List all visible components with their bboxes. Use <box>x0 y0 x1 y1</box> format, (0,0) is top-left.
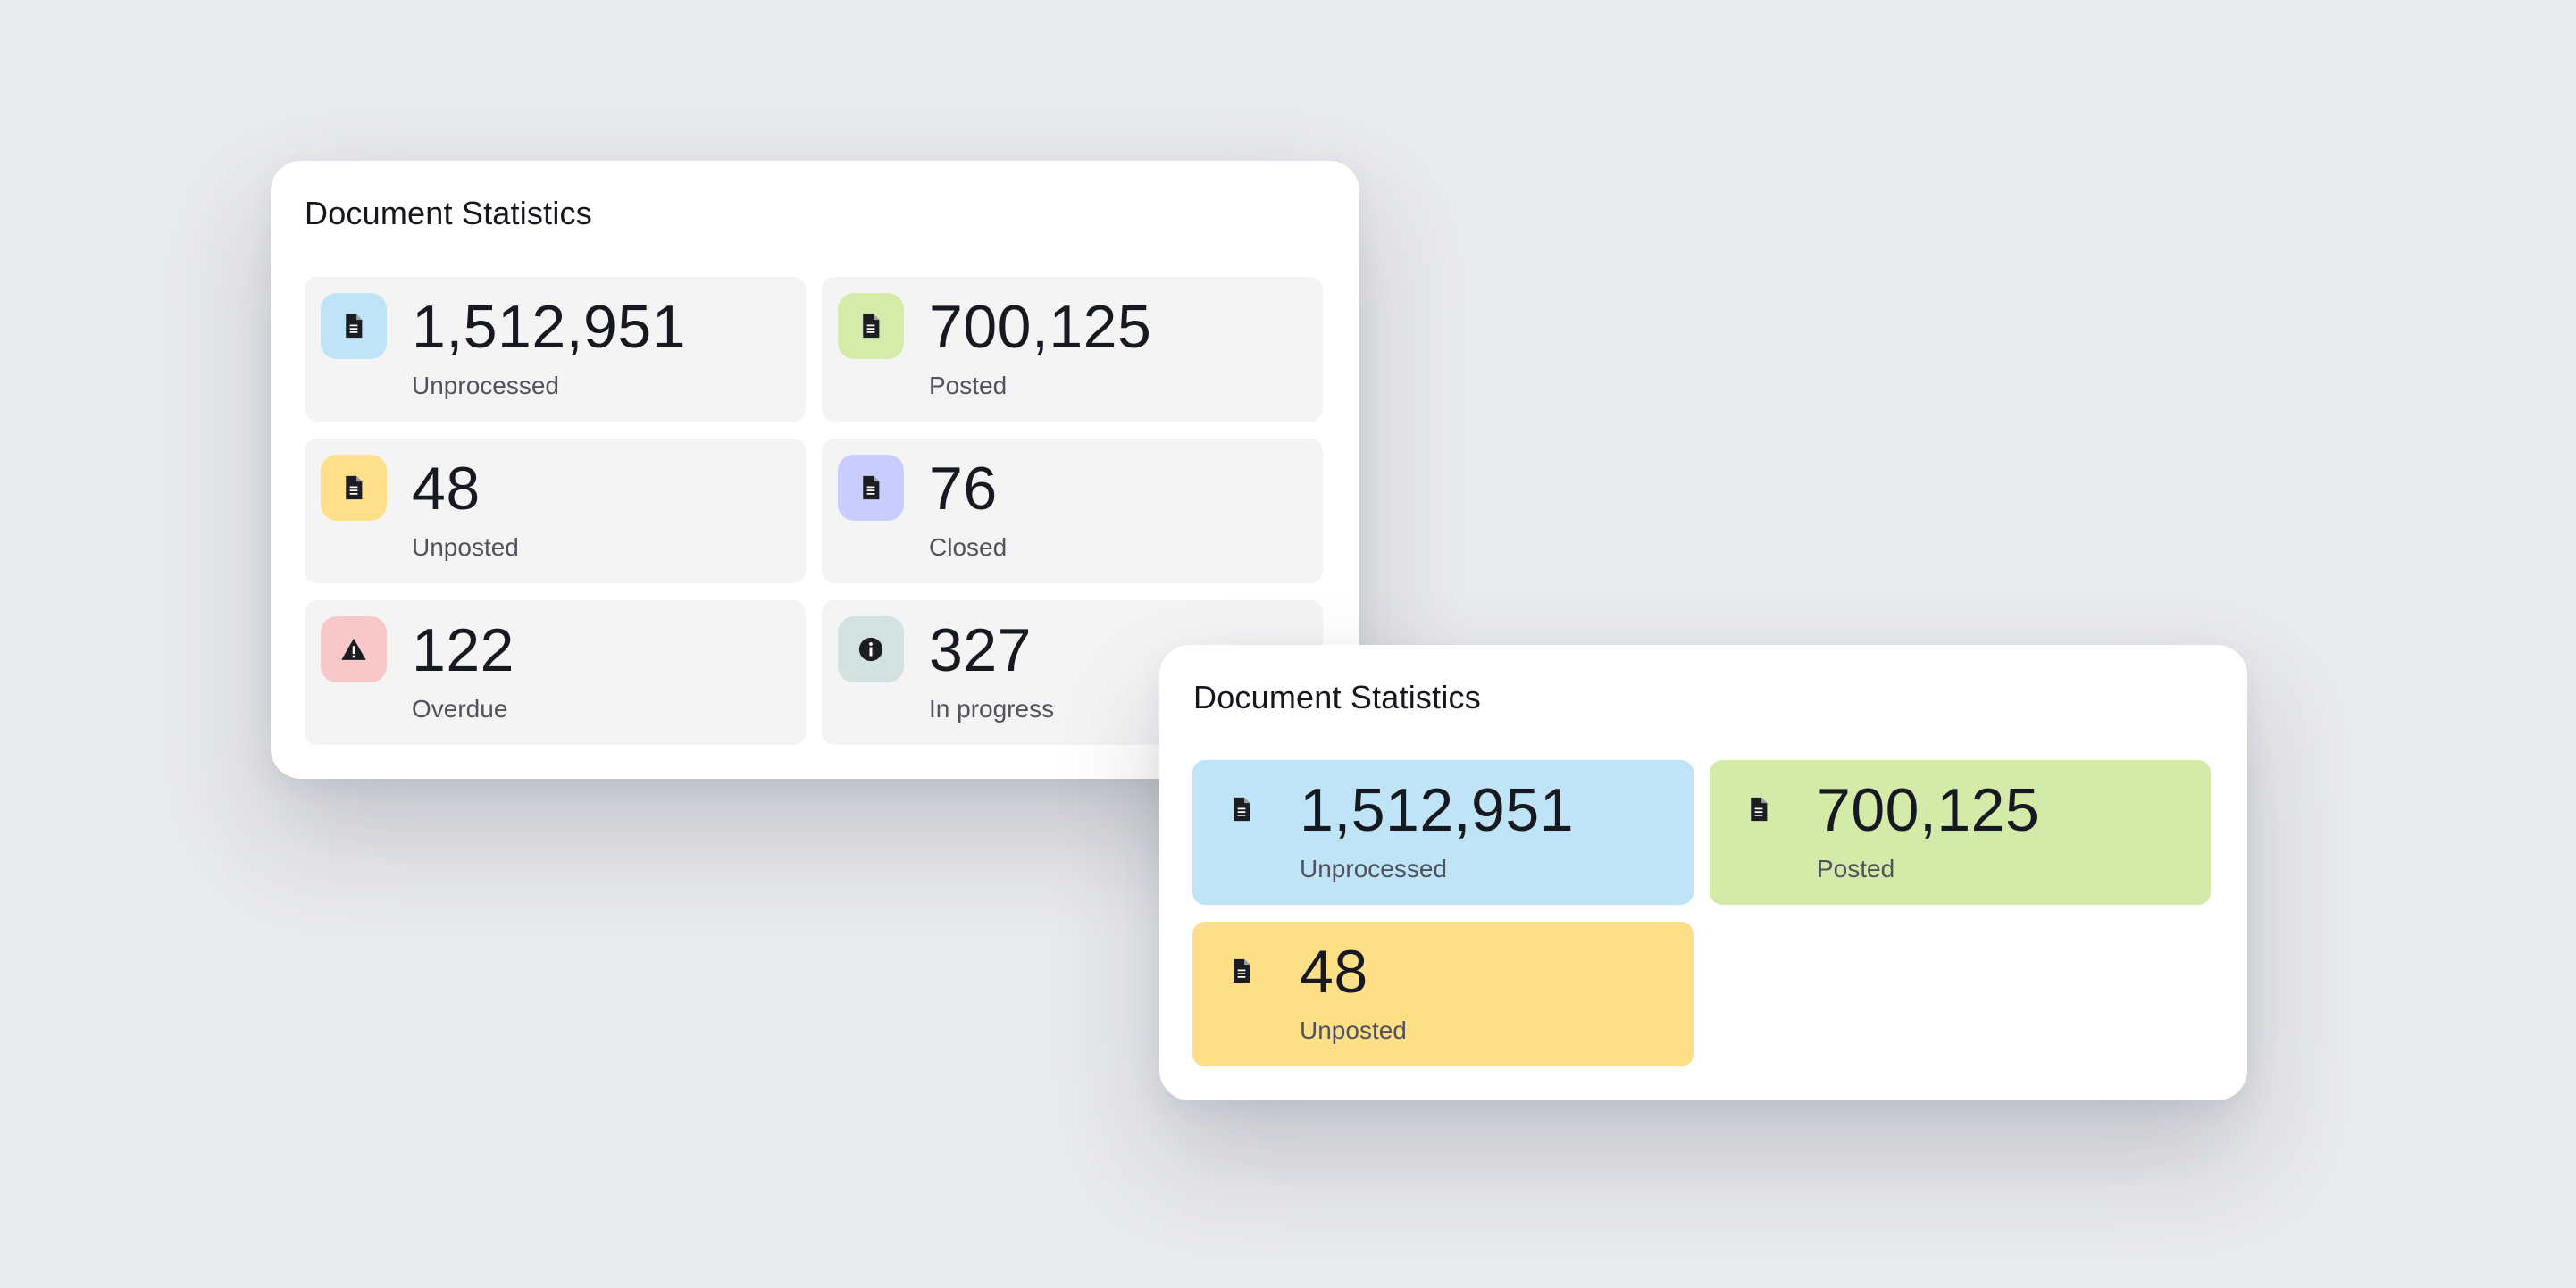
stat-tile-unprocessed[interactable]: 1,512,951 Unprocessed <box>1192 760 1694 905</box>
document-icon <box>321 293 387 359</box>
stat-label: Unposted <box>1300 1016 1407 1044</box>
stat-label: In progress <box>929 695 1055 723</box>
document-statistics-card: Document Statistics 1,512,951 Unprocesse… <box>271 161 1359 779</box>
stat-label: Posted <box>929 372 1008 399</box>
stat-value: 327 <box>929 616 1032 684</box>
document-icon <box>1209 938 1275 1004</box>
document-icon <box>838 455 904 521</box>
card-title: Document Statistics <box>1193 679 1481 715</box>
stat-tile-unposted[interactable]: 48 Unposted <box>305 439 806 583</box>
stat-tile-closed[interactable]: 76 Closed <box>822 439 1323 583</box>
card-title: Document Statistics <box>305 195 592 231</box>
stat-value: 700,125 <box>929 293 1152 361</box>
document-icon <box>1726 776 1792 842</box>
document-icon <box>321 455 387 521</box>
stat-label: Unprocessed <box>412 372 559 399</box>
stat-value: 76 <box>929 455 998 523</box>
document-statistics-card-colored: Document Statistics 1,512,951 Unprocesse… <box>1159 645 2247 1100</box>
stat-value: 1,512,951 <box>1300 776 1575 844</box>
stat-tile-posted[interactable]: 700,125 Posted <box>1710 760 2211 905</box>
stat-tile-overdue[interactable]: 122 Overdue <box>305 600 806 745</box>
stat-value: 48 <box>412 455 481 523</box>
document-icon <box>838 293 904 359</box>
info-icon <box>838 616 904 682</box>
stat-tile-unposted[interactable]: 48 Unposted <box>1192 922 1694 1066</box>
stat-label: Posted <box>1817 855 1895 882</box>
document-icon <box>1209 776 1275 842</box>
stat-value: 700,125 <box>1817 776 2040 844</box>
stat-label: Unprocessed <box>1300 855 1447 882</box>
stat-value: 1,512,951 <box>412 293 687 361</box>
stat-label: Unposted <box>412 533 519 561</box>
stat-value: 122 <box>412 616 514 684</box>
stat-tile-unprocessed[interactable]: 1,512,951 Unprocessed <box>305 277 806 422</box>
warning-icon <box>321 616 387 682</box>
stat-value: 48 <box>1300 938 1368 1006</box>
stat-label: Closed <box>929 533 1008 561</box>
stat-tile-posted[interactable]: 700,125 Posted <box>822 277 1323 422</box>
stat-label: Overdue <box>412 695 508 723</box>
